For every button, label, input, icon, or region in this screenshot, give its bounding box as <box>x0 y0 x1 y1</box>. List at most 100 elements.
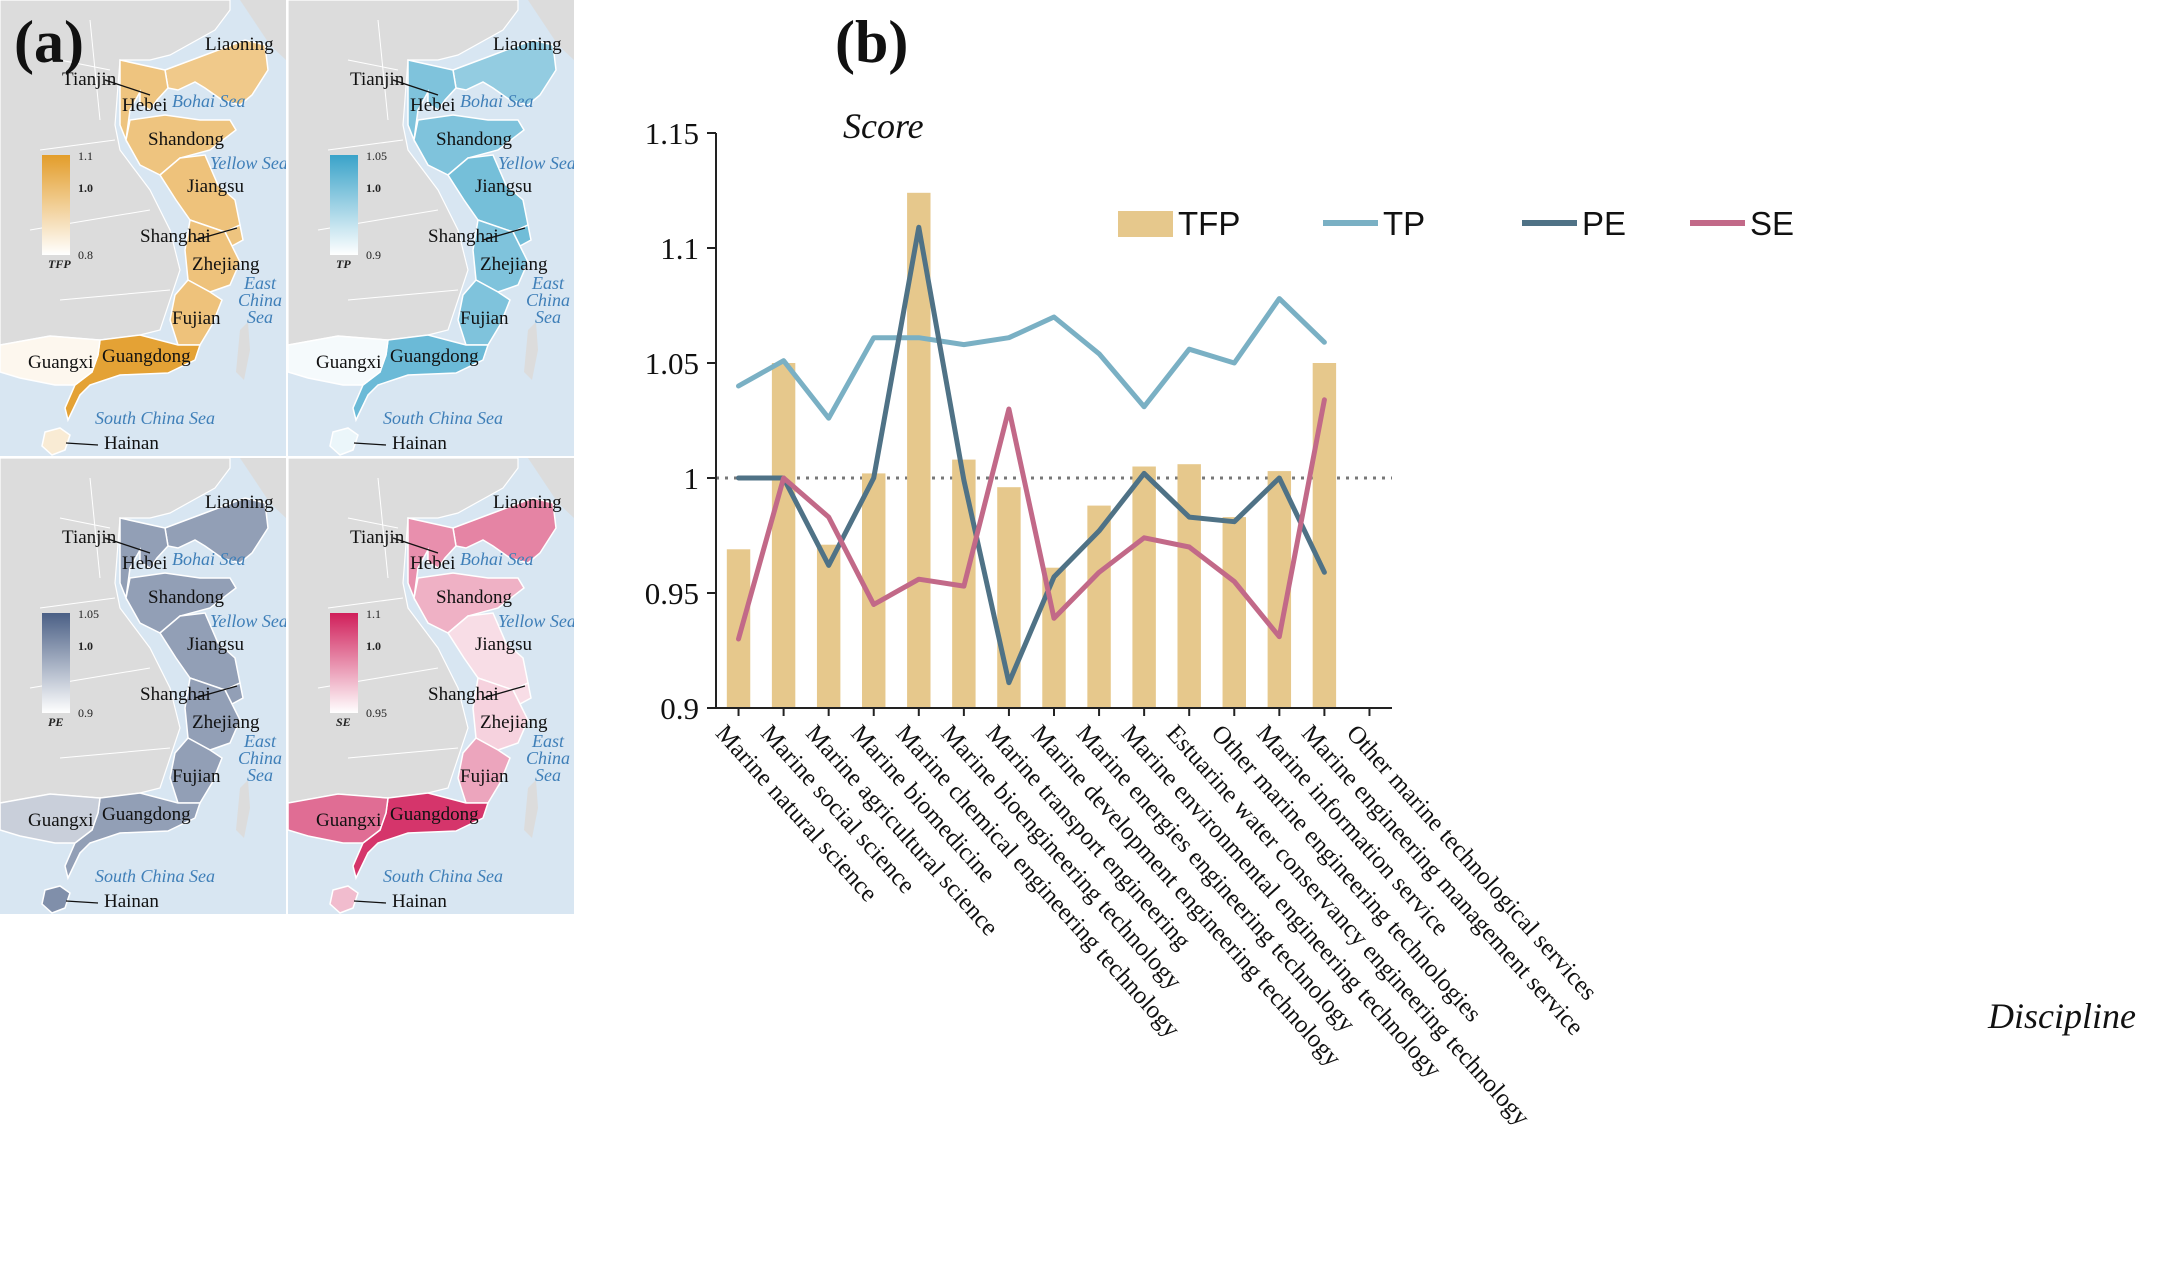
province-label-guangxi: Guangxi <box>316 352 381 373</box>
province-shandong[interactable] <box>413 572 525 634</box>
taiwan-landmass <box>236 780 250 838</box>
province-guangxi[interactable] <box>0 793 101 844</box>
province-zhejiang[interactable] <box>472 219 529 293</box>
province-label-jiangsu: Jiangsu <box>187 176 245 197</box>
leader-line-shanghai <box>482 227 526 241</box>
sea-label-east-china-0: East <box>531 731 565 751</box>
taiwan-landmass <box>524 322 538 380</box>
bar-tfp-marine-environmental-engineering-technology[interactable] <box>1132 466 1156 709</box>
bar-tfp-marine-agricultural-science[interactable] <box>816 544 841 708</box>
leader-line-tianjin <box>104 537 151 554</box>
province-zhejiang[interactable] <box>184 219 241 293</box>
bar-tfp-other-marine-engineering-technologies[interactable] <box>1222 517 1246 708</box>
sea-label-east-china-0: East <box>531 273 565 293</box>
province-shandong[interactable] <box>125 572 237 634</box>
colorbar-min: 0.95 <box>366 706 387 720</box>
y-tick-label: 1.15 <box>645 116 699 151</box>
province-label-shandong: Shandong <box>148 129 225 150</box>
colorbar-gradient <box>42 613 70 713</box>
colorbar-mid: 1.0 <box>366 181 381 195</box>
province-hebei[interactable] <box>119 59 169 143</box>
province-label-hainan: Hainan <box>392 433 447 454</box>
province-jiangsu[interactable] <box>447 154 529 233</box>
colorbar-min: 0.9 <box>78 706 93 720</box>
province-label-shandong: Shandong <box>436 587 513 608</box>
province-guangxi[interactable] <box>288 335 389 386</box>
province-hainan[interactable] <box>41 427 71 456</box>
bar-tfp-marine-engineering-management-service[interactable] <box>1312 363 1337 708</box>
province-label-hebei: Hebei <box>410 95 455 116</box>
bar-tfp-marine-social-science[interactable] <box>771 363 796 708</box>
leader-line-hainan <box>353 442 387 446</box>
province-guangxi[interactable] <box>288 793 389 844</box>
legend-item-pe[interactable]: PE <box>1522 205 1626 242</box>
province-label-shanghai: Shanghai <box>428 684 499 705</box>
province-zhejiang[interactable] <box>472 677 529 751</box>
sea-label-yellow: Yellow Sea <box>210 153 288 173</box>
sea-label-yellow: Yellow Sea <box>498 611 576 631</box>
panel-b-chart: (b) Score Discipline 0.9 0.95 1 1.05 1.1 1.15… <box>645 9 2136 1131</box>
korea-landmass <box>240 0 286 60</box>
province-label-tianjin: Tianjin <box>350 69 405 90</box>
province-liaoning[interactable] <box>164 39 269 106</box>
leader-line-tianjin <box>104 79 151 96</box>
province-liaoning[interactable] <box>452 497 557 564</box>
province-label-fujian: Fujian <box>460 308 509 329</box>
province-hebei[interactable] <box>119 517 169 601</box>
y-tick-label: 0.9 <box>660 691 699 726</box>
province-hainan[interactable] <box>41 885 71 914</box>
colorbar-se: 1.1 1.0 0.95 SE <box>330 607 387 729</box>
province-label-tianjin: Tianjin <box>62 527 117 548</box>
province-hebei[interactable] <box>407 59 457 143</box>
province-label-shanghai: Shanghai <box>428 226 499 247</box>
province-borders <box>29 477 171 759</box>
province-shandong[interactable] <box>413 114 525 176</box>
province-zhejiang[interactable] <box>184 677 241 751</box>
bar-tfp-estuarine-water-conservancy-engineering-technology[interactable] <box>1177 464 1201 708</box>
sea-label-bohai: Bohai Sea <box>172 91 246 111</box>
province-liaoning[interactable] <box>164 497 269 564</box>
province-label-liaoning: Liaoning <box>205 492 274 513</box>
province-label-jiangsu: Jiangsu <box>475 634 533 655</box>
province-hainan[interactable] <box>329 427 359 456</box>
province-hebei[interactable] <box>407 517 457 601</box>
legend-item-tfp[interactable]: TFP <box>1118 205 1240 242</box>
province-label-shanghai: Shanghai <box>140 684 211 705</box>
province-jiangsu[interactable] <box>447 612 529 691</box>
legend-item-tp[interactable]: TP <box>1323 205 1425 242</box>
sea-label-south-china: South China Sea <box>383 408 503 428</box>
panel-a-maps: LiaoningTianjinHebeiShandongJiangsuShang… <box>0 0 576 914</box>
colorbar-tfp: 1.1 1.0 0.8 TFP <box>42 149 93 271</box>
sea-label-bohai: Bohai Sea <box>460 549 534 569</box>
province-label-zhejiang: Zhejiang <box>192 712 260 733</box>
colorbar-max: 1.05 <box>366 149 387 163</box>
province-label-fujian: Fujian <box>460 766 509 787</box>
province-label-guangdong: Guangdong <box>102 804 191 825</box>
line-se[interactable] <box>736 397 1327 642</box>
province-label-guangdong: Guangdong <box>102 346 191 367</box>
province-hainan[interactable] <box>329 885 359 914</box>
province-jiangsu[interactable] <box>159 154 241 233</box>
colorbar-gradient <box>42 155 70 255</box>
colorbar-max: 1.1 <box>366 607 381 621</box>
index-lines <box>736 224 1327 686</box>
leader-line-shanghai <box>482 685 526 699</box>
bar-tfp-marine-natural-science[interactable] <box>726 549 751 708</box>
sea-label-east-china-2: Sea <box>247 765 273 785</box>
province-jiangsu[interactable] <box>159 612 241 691</box>
legend-item-se[interactable]: SE <box>1690 205 1794 242</box>
province-label-guangxi: Guangxi <box>28 352 93 373</box>
province-borders <box>29 19 171 301</box>
province-liaoning[interactable] <box>452 39 557 106</box>
bar-tfp-marine-energies-engineering-technology[interactable] <box>1087 505 1111 708</box>
bar-tfp-marine-biomedicine[interactable] <box>862 473 886 708</box>
bar-tfp-marine-information-service[interactable] <box>1267 471 1292 708</box>
line-pe[interactable] <box>736 224 1327 686</box>
line-tp[interactable] <box>736 296 1327 421</box>
province-guangxi[interactable] <box>0 335 101 386</box>
colorbar-title: SE <box>336 715 351 729</box>
province-shandong[interactable] <box>125 114 237 176</box>
province-label-guangxi: Guangxi <box>28 810 93 831</box>
province-label-hebei: Hebei <box>410 553 455 574</box>
